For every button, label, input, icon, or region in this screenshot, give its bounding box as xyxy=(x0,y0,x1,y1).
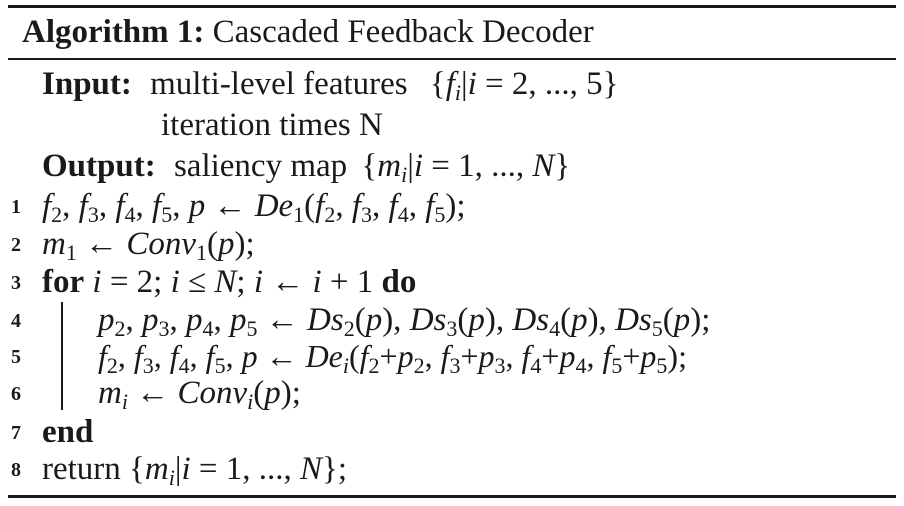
algo-line-1: f2, f3, f4, f5, p ← De1(f2, f3, f4, f5); xyxy=(42,188,466,227)
algorithm-caption: Algorithm 1: Cascaded Feedback Decoder xyxy=(22,10,594,54)
input-text: multi-level features xyxy=(150,66,408,102)
line-number-8: 8 xyxy=(11,459,21,481)
input-label: Input: xyxy=(42,66,132,102)
for-keyword: for xyxy=(42,264,85,300)
line-number-2: 2 xyxy=(11,234,21,256)
input-iterations: iteration times N xyxy=(161,107,383,143)
output-math: {mi|i = 1, ..., N} xyxy=(361,148,571,187)
line-number-4: 4 xyxy=(11,310,21,332)
output-line: Output: saliency map {mi|i = 1, ..., N} xyxy=(42,146,570,186)
algo-line-2: m1 ← Conv1(p); xyxy=(42,226,255,265)
line-number-3: 3 xyxy=(11,272,21,294)
do-keyword: do xyxy=(381,264,417,300)
input-math: {fi|i = 2, ..., 5} xyxy=(429,66,619,105)
algo-line-5: f2, f3, f4, f5, p ← Dei(f2+p2, f3+p3, f4… xyxy=(98,338,687,378)
line-number-5: 5 xyxy=(11,346,21,368)
bottom-rule xyxy=(8,495,896,498)
output-text: saliency map xyxy=(173,148,348,184)
algorithm-name: Cascaded Feedback Decoder xyxy=(212,14,594,50)
line-number-6: 6 xyxy=(11,383,21,405)
output-label: Output: xyxy=(42,148,156,184)
for-block-bar xyxy=(61,302,63,410)
caption-rule xyxy=(8,58,896,60)
algo-line-8: return {mi|i = 1, ..., N}; xyxy=(42,451,348,490)
line-number-1: 1 xyxy=(11,196,21,218)
top-rule xyxy=(8,5,896,8)
input-line: Input: multi-level features {fi|i = 2, .… xyxy=(42,64,619,104)
return-keyword: return xyxy=(42,451,121,487)
algo-line-6: mi ← Convi(p); xyxy=(98,375,301,414)
algorithm-label: Algorithm 1: xyxy=(22,14,205,50)
algo-line-4: p2, p3, p4, p5 ← Ds2(p), Ds3(p), Ds4(p),… xyxy=(98,302,711,341)
end-keyword: end xyxy=(42,414,94,450)
line-number-7: 7 xyxy=(11,422,21,444)
algo-line-3: for i = 2; i ≤ N; i ← i + 1 do xyxy=(42,264,417,300)
algo-line-7: end xyxy=(42,412,93,452)
